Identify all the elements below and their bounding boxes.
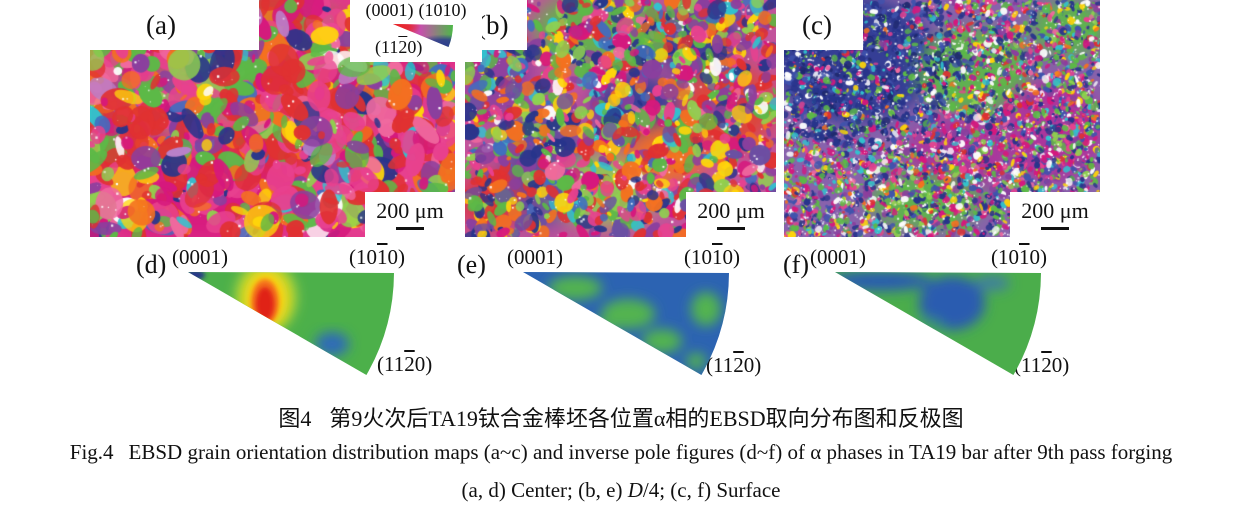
ipf-f-pole-1120: (1120) bbox=[1014, 353, 1070, 377]
caption-chinese: 图4 第9火次后TA19钛合金棒坯各位置α相的EBSD取向分布图和反极图 bbox=[0, 401, 1242, 433]
ipf-wedge-f bbox=[835, 272, 1041, 375]
caption-chinese-fig-label: 图4 bbox=[278, 406, 312, 431]
color-key-top-labels: (0001) (1010) bbox=[350, 0, 482, 21]
ipf-wedge-e bbox=[523, 272, 729, 375]
scale-bar-a: 200 μm bbox=[365, 192, 455, 237]
scale-label-a: 200 μm bbox=[376, 198, 444, 224]
color-key-wedge bbox=[393, 24, 453, 47]
ipf-e-pole-1010: (1010) bbox=[684, 245, 740, 269]
panel-b: (b) 200 μm bbox=[465, 0, 776, 237]
scale-bar-line-a bbox=[396, 226, 424, 230]
ipf-d-pole-0001: (0001) bbox=[172, 245, 228, 269]
caption-english-text: EBSD grain orientation distribution maps… bbox=[128, 440, 1173, 464]
panel-label-e: (e) bbox=[457, 250, 486, 279]
scale-label-c: 200 μm bbox=[1021, 198, 1089, 224]
scale-bar-line-c bbox=[1041, 226, 1069, 230]
key-pole-0001: (0001) bbox=[365, 0, 414, 20]
ipf-wedge-d bbox=[188, 272, 394, 375]
ipf-e-pole-1120: (1120) bbox=[706, 353, 762, 377]
ipf-f-pole-0001: (0001) bbox=[810, 245, 866, 269]
scale-bar-b: 200 μm bbox=[686, 192, 776, 237]
caption-chinese-text: 第9火次后TA19钛合金棒坯各位置α相的EBSD取向分布图和反极图 bbox=[329, 406, 964, 431]
panel-label-c: (c) bbox=[802, 9, 832, 40]
caption-english: Fig.4 EBSD grain orientation distribution… bbox=[0, 440, 1242, 465]
ipf-d-pole-1010: (1010) bbox=[349, 245, 405, 269]
scale-bar-line-b bbox=[717, 226, 745, 230]
scale-bar-c: 200 μm bbox=[1010, 192, 1100, 237]
caption-english-fig-label: Fig.4 bbox=[69, 440, 114, 464]
ipf-e-pole-0001: (0001) bbox=[507, 245, 563, 269]
panel-c-notch: (c) bbox=[784, 0, 863, 50]
key-pole-1010: (1010) bbox=[418, 0, 467, 20]
caption-subfigure-legend: (a, d) Center; (b, e) D/4; (c, f) Surfac… bbox=[461, 478, 781, 502]
ipf-f-pole-1010: (1010) bbox=[991, 245, 1047, 269]
panel-c: (c) 200 μm bbox=[784, 0, 1100, 237]
scale-label-b: 200 μm bbox=[697, 198, 765, 224]
panel-label-d: (d) bbox=[136, 250, 167, 279]
ipf-color-key: (0001) (1010) bbox=[350, 0, 482, 62]
panel-label-b: (b) bbox=[477, 9, 509, 40]
ipf-d-pole-1120: (1120) bbox=[377, 352, 433, 376]
panel-a-notch: (a) bbox=[90, 0, 259, 50]
panel-label-a: (a) bbox=[146, 9, 176, 40]
key-pole-1120: (1120) bbox=[375, 37, 423, 57]
panel-label-f: (f) bbox=[783, 250, 809, 279]
